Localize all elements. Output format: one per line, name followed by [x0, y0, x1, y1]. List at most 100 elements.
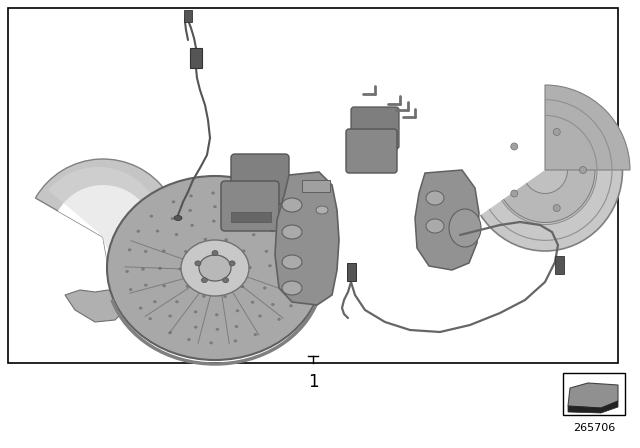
Ellipse shape	[255, 200, 258, 203]
Bar	[184, 10, 192, 22]
Ellipse shape	[141, 268, 145, 271]
FancyBboxPatch shape	[351, 107, 399, 149]
Ellipse shape	[125, 270, 129, 273]
Ellipse shape	[211, 192, 215, 194]
Bar	[190, 48, 202, 68]
Ellipse shape	[236, 194, 240, 197]
Ellipse shape	[215, 313, 218, 316]
Ellipse shape	[213, 205, 217, 208]
Polygon shape	[65, 290, 125, 322]
Ellipse shape	[282, 198, 302, 212]
Ellipse shape	[467, 89, 623, 251]
Ellipse shape	[174, 215, 182, 220]
Ellipse shape	[282, 255, 302, 269]
Ellipse shape	[265, 250, 268, 253]
FancyBboxPatch shape	[221, 181, 279, 231]
Ellipse shape	[128, 248, 131, 251]
Ellipse shape	[282, 281, 302, 295]
Ellipse shape	[287, 226, 291, 229]
Ellipse shape	[316, 206, 328, 214]
Ellipse shape	[162, 250, 166, 253]
Ellipse shape	[258, 314, 262, 318]
Ellipse shape	[298, 286, 301, 289]
Ellipse shape	[136, 230, 140, 233]
Ellipse shape	[156, 229, 159, 233]
Ellipse shape	[129, 288, 132, 291]
Ellipse shape	[194, 310, 197, 313]
Ellipse shape	[171, 217, 174, 220]
FancyBboxPatch shape	[231, 154, 289, 204]
Ellipse shape	[300, 250, 303, 254]
Ellipse shape	[212, 250, 218, 255]
Ellipse shape	[229, 261, 235, 266]
Ellipse shape	[194, 326, 198, 328]
Ellipse shape	[179, 267, 182, 271]
Wedge shape	[35, 159, 181, 314]
Ellipse shape	[553, 129, 560, 135]
Ellipse shape	[271, 229, 274, 232]
Ellipse shape	[263, 286, 266, 289]
Ellipse shape	[139, 306, 143, 310]
Ellipse shape	[495, 117, 595, 223]
Ellipse shape	[232, 207, 236, 211]
Ellipse shape	[225, 238, 228, 241]
Ellipse shape	[253, 333, 257, 336]
Ellipse shape	[195, 261, 201, 266]
Ellipse shape	[158, 267, 162, 270]
Bar	[8, 8, 618, 363]
Polygon shape	[275, 172, 339, 305]
Ellipse shape	[186, 285, 189, 288]
Ellipse shape	[190, 224, 194, 227]
Ellipse shape	[144, 284, 148, 287]
Ellipse shape	[301, 265, 305, 268]
Ellipse shape	[163, 284, 166, 287]
Ellipse shape	[277, 215, 281, 218]
Ellipse shape	[248, 266, 252, 269]
Ellipse shape	[153, 300, 157, 303]
Ellipse shape	[241, 285, 244, 288]
Polygon shape	[415, 170, 479, 270]
Ellipse shape	[199, 255, 231, 281]
Ellipse shape	[184, 250, 188, 253]
Ellipse shape	[209, 341, 213, 345]
Ellipse shape	[579, 167, 586, 173]
Ellipse shape	[202, 295, 205, 298]
Ellipse shape	[511, 143, 518, 150]
Ellipse shape	[168, 314, 172, 318]
Ellipse shape	[202, 278, 207, 283]
Ellipse shape	[144, 250, 147, 253]
Polygon shape	[568, 383, 618, 408]
Ellipse shape	[107, 176, 323, 360]
Ellipse shape	[234, 340, 237, 342]
FancyBboxPatch shape	[346, 129, 397, 173]
Ellipse shape	[242, 250, 246, 253]
Text: 1: 1	[308, 373, 318, 391]
Ellipse shape	[223, 278, 228, 283]
Ellipse shape	[258, 218, 261, 221]
Ellipse shape	[236, 309, 239, 312]
Text: 265706: 265706	[573, 423, 615, 433]
Ellipse shape	[235, 325, 238, 328]
Bar	[563, 373, 625, 415]
Ellipse shape	[251, 301, 254, 304]
Ellipse shape	[172, 200, 175, 203]
Wedge shape	[58, 185, 155, 288]
Ellipse shape	[188, 209, 192, 212]
Ellipse shape	[268, 264, 272, 267]
Ellipse shape	[189, 194, 193, 198]
Ellipse shape	[522, 146, 568, 194]
Ellipse shape	[168, 331, 172, 334]
Wedge shape	[545, 85, 630, 170]
Ellipse shape	[216, 328, 219, 331]
Ellipse shape	[289, 304, 292, 307]
Ellipse shape	[204, 238, 207, 241]
Ellipse shape	[252, 233, 255, 236]
Ellipse shape	[282, 249, 285, 251]
Ellipse shape	[234, 223, 237, 226]
Ellipse shape	[150, 215, 153, 218]
Bar	[347, 263, 356, 281]
Ellipse shape	[187, 338, 191, 341]
Ellipse shape	[426, 219, 444, 233]
Ellipse shape	[449, 209, 481, 247]
Ellipse shape	[282, 285, 285, 289]
